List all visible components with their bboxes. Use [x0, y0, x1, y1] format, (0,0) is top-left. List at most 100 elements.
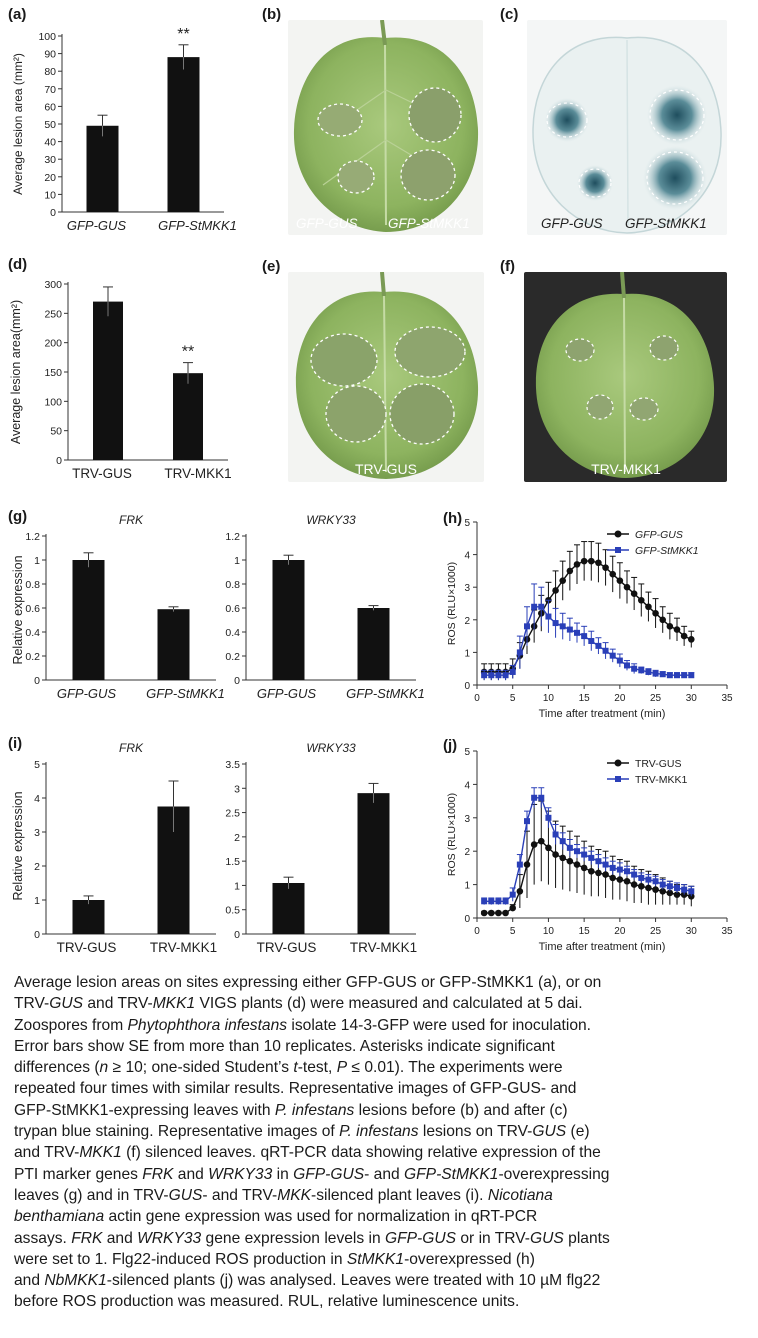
y-tick-label: 0 — [50, 207, 56, 219]
data-point — [623, 583, 631, 591]
x-tick-label: 10 — [543, 926, 555, 937]
caption-line: were set to 1. Flg22-induced ROS product… — [14, 1250, 535, 1268]
data-point — [488, 672, 495, 679]
y-tick-label: 0.4 — [225, 627, 240, 639]
y-tick-label: 0.2 — [225, 651, 240, 663]
data-point — [666, 672, 673, 679]
photo-e-label: TRV-GUS — [355, 461, 417, 477]
data-point — [552, 587, 559, 594]
y-tick-label: 100 — [38, 31, 56, 43]
bar — [72, 560, 105, 680]
y-tick-label: 1.2 — [25, 531, 40, 543]
data-point — [487, 909, 495, 917]
bar — [272, 560, 305, 680]
x-tick-label: 5 — [510, 693, 516, 704]
legend-marker — [615, 547, 621, 553]
data-point — [602, 871, 609, 878]
data-point — [573, 861, 581, 868]
data-point — [552, 620, 559, 627]
y-tick-label: 20 — [44, 172, 56, 184]
data-point — [566, 844, 573, 851]
y-tick-label: 50 — [50, 426, 62, 438]
data-point — [630, 590, 638, 598]
legend-marker — [614, 530, 622, 538]
y-tick-label: 50 — [44, 119, 56, 131]
photo-b-right-label: GFP-StMKK1 — [388, 216, 470, 231]
y-tick-label: 0 — [464, 914, 470, 925]
data-point — [645, 668, 652, 675]
data-point — [581, 851, 588, 858]
bar — [357, 608, 390, 680]
caption-line: leaves (g) and in TRV-GUS- and TRV-MKK-s… — [14, 1186, 553, 1204]
legend-marker — [614, 759, 622, 767]
y-tick-label: 3 — [464, 814, 470, 825]
x-tick-label: 15 — [579, 926, 591, 937]
data-point — [588, 637, 595, 644]
caption-line: trypan blue staining. Representative ima… — [14, 1123, 590, 1141]
significance-mark: ** — [177, 26, 189, 43]
bar — [357, 793, 390, 934]
chart-a: 0 10 20 30 40 50 60 70 80 90 100 GFP-GUS ** GFP-StMKK… — [11, 26, 237, 233]
y-tick-label: 1 — [234, 555, 240, 567]
data-point — [580, 557, 588, 565]
y-tick-label: 1 — [34, 555, 40, 567]
data-point — [587, 867, 595, 875]
y-tick-label: 2 — [34, 861, 40, 873]
data-point — [659, 881, 666, 888]
y-tick-label: 250 — [44, 308, 62, 320]
chart-i: 0 1 2 3 4 5 TRV-GUS TRV-MKK1 FRK 0 0.5 1 1.5 2 2.5 3 3.5… — [11, 741, 417, 955]
x-category-label: GFP-StMKK1 — [146, 686, 225, 701]
x-tick-label: 25 — [650, 926, 662, 937]
x-tick-label: 25 — [650, 693, 662, 704]
y-tick-label: 200 — [44, 338, 62, 350]
data-point — [659, 671, 666, 678]
y-tick-label: 0 — [34, 929, 40, 941]
chart-g: 0 0.2 0.4 0.6 0.8 1 1.2 GFP-GUS GFP-StMKK1 FRK 0 0.… — [11, 513, 425, 701]
data-point — [631, 871, 638, 878]
y-tick-label: 300 — [44, 279, 62, 291]
y-tick-label: 0.4 — [25, 627, 40, 639]
x-category-label: GFP-GUS — [57, 686, 117, 701]
x-tick-label: 35 — [721, 926, 733, 937]
data-point — [566, 857, 574, 865]
data-point — [516, 861, 523, 868]
legend-label: GFP-StMKK1 — [635, 545, 699, 557]
data-point — [495, 898, 502, 905]
data-point — [624, 868, 630, 875]
y-tick-label: 0 — [234, 675, 240, 687]
caption-line: TRV-GUS and TRV-MKK1 VIGS plants (d) wer… — [14, 995, 583, 1013]
series-line — [484, 840, 692, 914]
y-tick-label: 0 — [56, 455, 62, 467]
y-tick-label: 1 — [34, 895, 40, 907]
caption-line: benthamiana actin gene expression was us… — [14, 1208, 538, 1226]
bar — [93, 301, 123, 460]
y-axis-label: ROS (RLU×1000) — [446, 793, 458, 876]
figure-caption: Average lesion areas on sites expressing… — [14, 972, 748, 1313]
y-tick-label: 0 — [464, 681, 470, 692]
data-point — [587, 557, 595, 565]
y-tick-label: 2.5 — [225, 808, 240, 820]
y-tick-label: 0.8 — [25, 579, 40, 591]
x-category-label: TRV-MKK1 — [164, 466, 231, 481]
x-tick-label: 0 — [474, 693, 480, 704]
data-point — [509, 891, 516, 898]
data-point — [645, 876, 652, 883]
legend-marker — [615, 776, 621, 782]
y-axis-label: ROS (RLU×1000) — [446, 562, 458, 645]
data-point — [631, 665, 638, 672]
data-point — [637, 882, 645, 890]
x-category-label: GFP-GUS — [67, 218, 127, 233]
bar — [272, 883, 305, 934]
legend-label: TRV-MKK1 — [635, 774, 687, 786]
data-point — [552, 851, 559, 858]
data-point — [673, 626, 681, 633]
x-category-label: TRV-MKK1 — [350, 940, 417, 955]
data-point — [495, 909, 502, 917]
data-point — [609, 570, 617, 578]
y-tick-label: 4 — [464, 780, 470, 791]
data-point — [516, 649, 523, 656]
panel-label-b: (b) — [262, 6, 282, 23]
bar — [72, 900, 105, 934]
data-point — [537, 837, 545, 845]
y-tick-label: 1 — [464, 648, 470, 659]
